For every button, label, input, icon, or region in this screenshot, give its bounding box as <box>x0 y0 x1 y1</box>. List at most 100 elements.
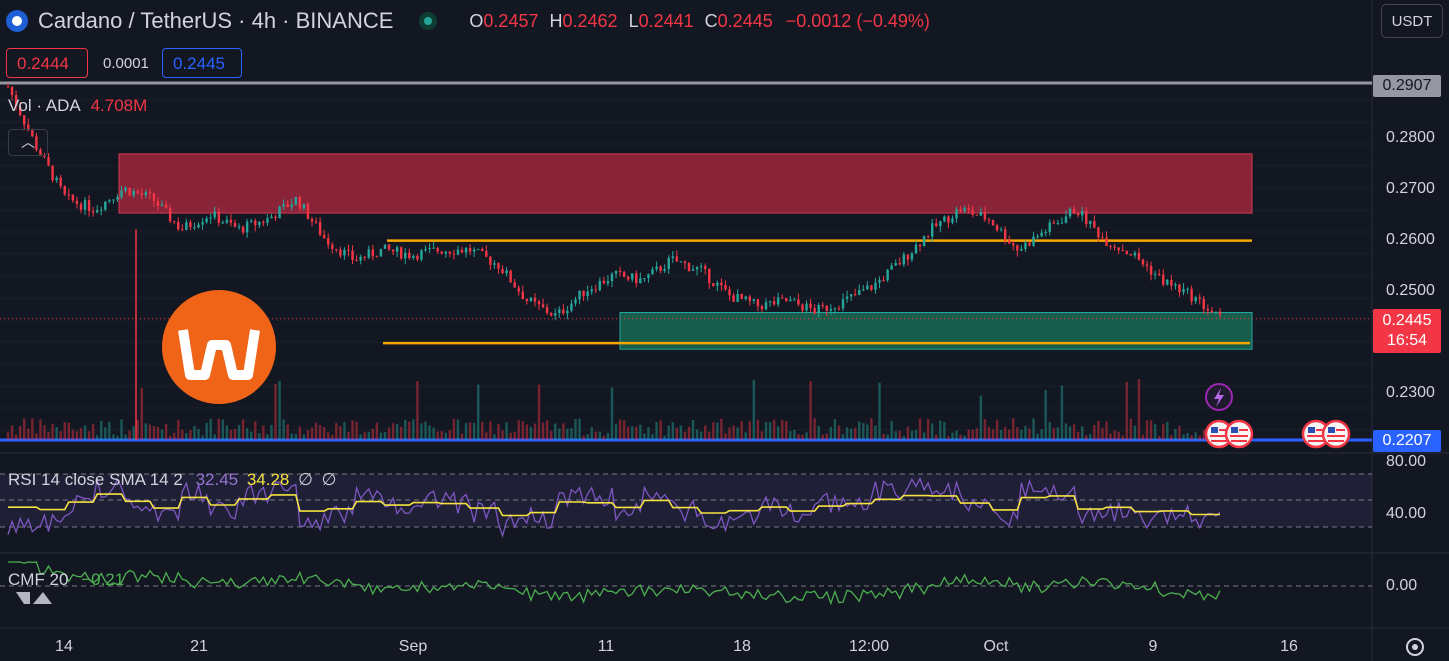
volume-bar <box>935 434 938 440</box>
candle-body <box>752 299 756 301</box>
candle-body <box>1174 284 1177 286</box>
volume-bar <box>793 429 796 440</box>
volume-bar <box>302 434 306 440</box>
candle-body <box>594 289 597 291</box>
volume-label: Vol · ADA <box>8 96 80 115</box>
candle-body <box>947 216 950 223</box>
candle-body <box>1186 288 1189 290</box>
y-tick: 0.2700 <box>1386 180 1435 197</box>
candle-body <box>1052 222 1056 224</box>
collapse-legend-button[interactable]: ︿ <box>8 129 48 156</box>
candle-body <box>387 244 391 250</box>
volume-bar <box>217 418 220 440</box>
volume-bar <box>112 434 115 440</box>
price-tag-bottom-line[interactable]: 0.2207 <box>1373 430 1441 452</box>
candle-body <box>906 254 910 260</box>
candle-body <box>679 261 683 263</box>
volume-bar <box>432 427 435 440</box>
sell-button[interactable]: 0.2444 <box>6 48 88 78</box>
price-tag-top-line[interactable]: 0.2907 <box>1373 75 1441 97</box>
volume-bar <box>951 432 954 440</box>
candle-body <box>468 248 472 252</box>
rsi-na-1: ∅ <box>298 470 313 489</box>
close-value: 0.2445 <box>717 10 773 31</box>
candle-body <box>55 177 58 181</box>
x-tick: 16 <box>1280 638 1298 655</box>
volume-bar <box>1121 435 1124 440</box>
candle-body <box>1016 245 1019 251</box>
candle-body <box>801 304 804 311</box>
volume-bar <box>813 418 816 440</box>
price-tag-last[interactable]: 0.2445 16:54 <box>1373 309 1441 353</box>
settings-icon[interactable] <box>1406 638 1424 656</box>
volume-bar <box>590 427 593 440</box>
volume-bar <box>987 426 991 440</box>
candle-body <box>878 279 881 283</box>
candle-body <box>395 247 399 252</box>
candle-body <box>1032 236 1035 246</box>
cardano-logo-icon <box>6 10 28 32</box>
buy-button[interactable]: 0.2445 <box>162 48 242 78</box>
candle-body <box>853 294 857 296</box>
currency-button[interactable]: USDT <box>1381 4 1443 38</box>
candle-body <box>104 201 107 210</box>
candle-body <box>197 224 200 228</box>
volume-bar <box>116 435 119 440</box>
volume-bar <box>821 434 824 440</box>
candle-body <box>1206 309 1210 311</box>
candle-body <box>1076 213 1080 216</box>
candle-body <box>177 221 180 230</box>
candle-body <box>987 219 991 221</box>
volume-bar <box>237 425 241 440</box>
market-status-icon[interactable] <box>419 12 438 30</box>
volume-bar <box>979 395 983 440</box>
candle-body <box>1028 242 1031 246</box>
volume-bar <box>525 424 529 440</box>
candle-body <box>1040 232 1043 237</box>
bar-countdown: 16:54 <box>1386 332 1428 349</box>
volume-bar <box>643 433 646 440</box>
candle-body <box>841 299 845 309</box>
volume-bar <box>1105 421 1108 440</box>
candle-body <box>1085 211 1088 225</box>
candle-body <box>566 310 569 314</box>
volume-value: 4.708M <box>90 96 148 115</box>
volume-bar <box>943 421 946 440</box>
volume-bar <box>809 381 812 440</box>
us-flag-canton <box>1308 427 1315 433</box>
candle-body <box>963 208 966 212</box>
candle-body <box>651 269 654 275</box>
spread-value: 0.0001 <box>103 55 149 72</box>
candle-body <box>59 177 62 187</box>
candle-body <box>833 308 837 310</box>
volume-bar <box>387 427 391 440</box>
candle-body <box>521 291 524 300</box>
volume-bar <box>189 430 192 440</box>
rsi-tick: 80.00 <box>1386 453 1427 470</box>
cmf-tick: 0.00 <box>1386 577 1418 594</box>
candle-body <box>675 256 679 262</box>
volume-bar <box>367 431 370 440</box>
symbol-title[interactable]: Cardano / TetherUS · 4h · BINANCE <box>38 8 394 33</box>
volume-bar <box>416 381 419 440</box>
volume-bar <box>902 435 906 440</box>
volume-bar <box>967 429 970 440</box>
volume-bar <box>460 433 464 440</box>
volume-bar <box>529 426 533 440</box>
candle-body <box>193 227 196 229</box>
volume-bar <box>610 387 614 440</box>
candle-body <box>699 266 703 268</box>
candle-body <box>671 256 674 259</box>
candle-body <box>870 285 873 290</box>
volume-bar <box>359 434 362 440</box>
volume-bar <box>314 422 318 440</box>
volume-bar <box>509 432 512 440</box>
volume-bar <box>631 426 634 440</box>
volume-bar <box>55 427 58 440</box>
volume-bar <box>849 428 853 440</box>
volume-bar <box>939 420 942 440</box>
volume-bar <box>841 434 845 440</box>
candle-body <box>152 193 156 202</box>
candle-body <box>306 204 310 219</box>
